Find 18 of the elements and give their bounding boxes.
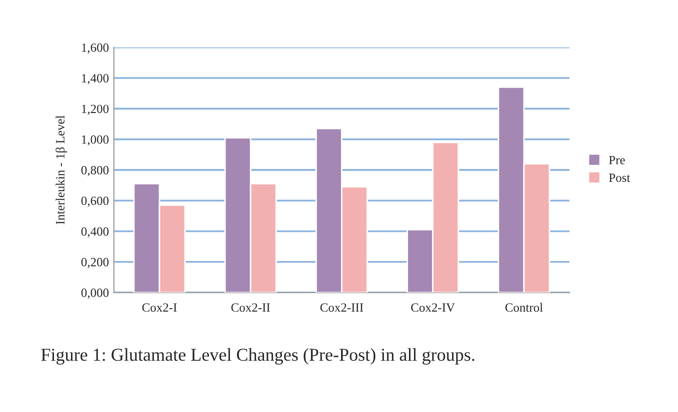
x-tick-label: Cox2-I bbox=[142, 303, 177, 312]
y-tick-label: 0,800 bbox=[81, 166, 109, 176]
legend-label: Pre bbox=[608, 156, 625, 164]
y-tick-label: 1,400 bbox=[82, 74, 109, 84]
y-tick-label: 1,000 bbox=[82, 135, 109, 146]
y-axis-title: Interleukin - 1β Level bbox=[56, 115, 68, 224]
y-tick-label: 0,200 bbox=[81, 258, 109, 268]
y-tick-label: 0,400 bbox=[81, 227, 109, 238]
y-tick-label: 1,600 bbox=[82, 43, 109, 54]
x-tick-label: Cox2-IV bbox=[411, 303, 455, 312]
caption: Figure 1: Glutamate Level Changes (Pre-Post) in all groups. bbox=[41, 348, 474, 365]
legend-label: Post bbox=[608, 174, 630, 182]
y-tick-label: 0,000 bbox=[81, 288, 109, 299]
x-tick-label: Cox2-III bbox=[320, 303, 364, 312]
x-tick-label: Control bbox=[505, 302, 543, 312]
y-tick-label: 0,600 bbox=[81, 196, 109, 207]
x-tick-label: Cox2-II bbox=[231, 303, 270, 312]
y-tick-label: 1,200 bbox=[82, 104, 109, 115]
